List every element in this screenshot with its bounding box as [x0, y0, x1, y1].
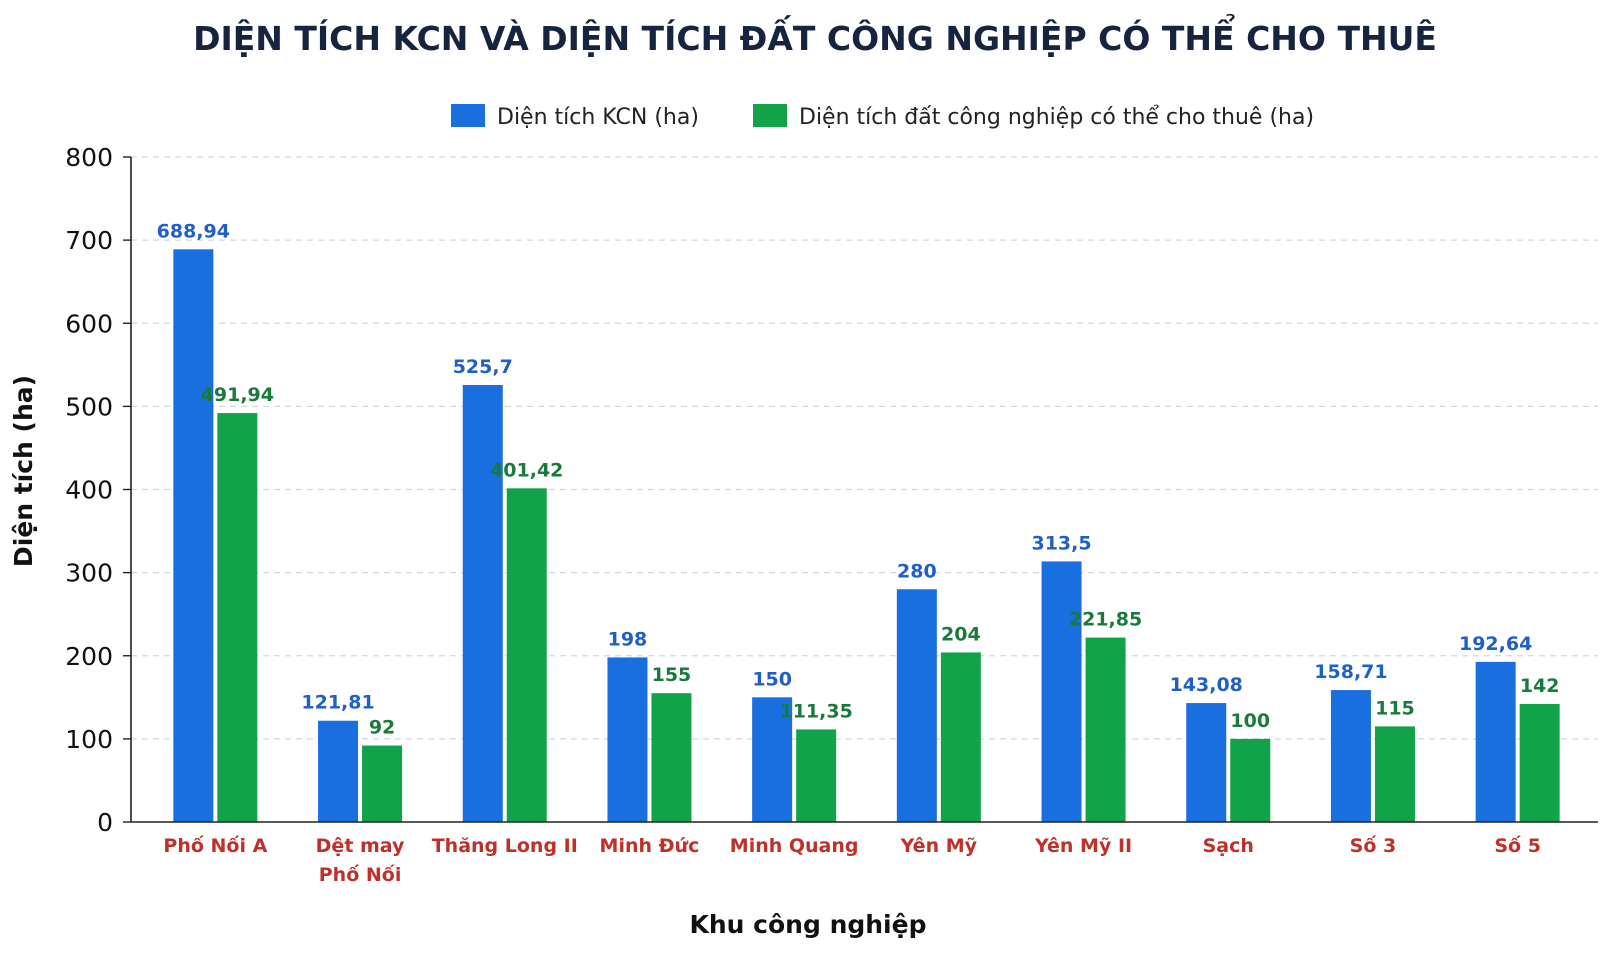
x-tick-label: Phố Nối A: [163, 834, 267, 857]
bar-kcn: [752, 697, 793, 822]
x-tick-label: Phố Nối: [319, 863, 402, 886]
bar-kcn: [607, 657, 648, 822]
data-label-kcn: 198: [608, 628, 648, 650]
bar-kcn: [318, 720, 359, 822]
bar-kcn: [1186, 703, 1227, 822]
y-tick-label: 800: [65, 143, 113, 172]
x-tick-label: Số 5: [1494, 834, 1541, 857]
x-tick-label: Số 3: [1350, 834, 1397, 857]
data-label-rentable: 401,42: [490, 459, 563, 481]
y-axis-label: Diện tích (ha): [9, 375, 38, 567]
bar-rentable: [940, 652, 981, 822]
data-label-kcn: 150: [752, 668, 792, 690]
bar-kcn: [1041, 561, 1082, 822]
y-axis-ticks: 0 100 200 300 400 500 600 700 800: [65, 143, 131, 837]
data-label-kcn: 688,94: [157, 220, 230, 242]
x-tick-label: Minh Đức: [600, 835, 700, 857]
y-tick-label: 500: [65, 392, 113, 421]
bar-rentable: [1519, 703, 1560, 822]
x-axis-label: Khu công nghiệp: [690, 910, 927, 939]
data-label-rentable: 142: [1520, 675, 1560, 697]
y-tick-label: 0: [97, 808, 113, 837]
legend-label-rentable: Diện tích đất công nghiệp có thể cho thu…: [799, 105, 1314, 130]
data-label-rentable: 92: [369, 717, 395, 739]
legend-swatch-rentable: [753, 104, 787, 127]
x-tick-label: Yên Mỹ: [900, 835, 978, 857]
legend: Diện tích KCN (ha) Diện tích đất công ng…: [451, 104, 1314, 130]
bar-rentable: [1230, 738, 1271, 822]
bar-rentable: [362, 745, 403, 822]
y-tick-label: 700: [65, 226, 113, 255]
chart-title: DIỆN TÍCH KCN VÀ DIỆN TÍCH ĐẤT CÔNG NGHI…: [193, 13, 1437, 58]
bar-rentable: [1085, 637, 1126, 822]
data-label-kcn: 121,81: [301, 692, 374, 714]
data-label-kcn: 143,08: [1170, 674, 1243, 696]
data-label-kcn: 158,71: [1314, 661, 1387, 683]
bars: [173, 249, 1560, 823]
bar-rentable: [796, 729, 837, 822]
x-tick-label: Thăng Long II: [432, 835, 578, 857]
data-label-rentable: 204: [941, 623, 981, 645]
x-tick-label: Yên Mỹ II: [1034, 835, 1132, 857]
gridlines: [131, 156, 1598, 740]
x-axis-ticks: Phố Nối A Dệt may Phố Nối Thăng Long II Minh…: [163, 834, 1541, 886]
y-tick-label: 600: [65, 309, 113, 338]
data-label-rentable: 491,94: [201, 384, 274, 406]
bar-kcn: [1330, 690, 1371, 822]
legend-label-kcn: Diện tích KCN (ha): [497, 105, 699, 130]
legend-swatch-kcn: [451, 104, 485, 127]
x-tick-label: Sạch: [1203, 835, 1254, 857]
x-tick-label: Dệt may: [316, 835, 405, 857]
data-label-kcn: 525,7: [453, 356, 513, 378]
data-label-kcn: 192,64: [1459, 633, 1532, 655]
bar-rentable: [506, 488, 547, 822]
bar-kcn: [173, 249, 214, 823]
data-label-rentable: 155: [652, 664, 692, 686]
bar-rentable: [1374, 726, 1415, 822]
data-label-rentable: 100: [1230, 710, 1270, 732]
data-label-rentable: 111,35: [779, 700, 852, 722]
bar-kcn: [462, 385, 503, 822]
bar-kcn: [1475, 661, 1516, 822]
data-label-rentable: 221,85: [1069, 609, 1142, 631]
x-tick-label: Minh Quang: [730, 835, 859, 857]
data-label-kcn: 313,5: [1031, 532, 1091, 554]
data-label-kcn: 280: [897, 560, 937, 582]
bar-rentable: [651, 693, 692, 822]
y-tick-label: 100: [65, 725, 113, 754]
data-label-rentable: 115: [1375, 697, 1415, 719]
bar-kcn: [896, 589, 937, 822]
y-tick-label: 200: [65, 642, 113, 671]
bar-rentable: [217, 413, 258, 822]
y-tick-label: 300: [65, 559, 113, 588]
y-tick-label: 400: [65, 476, 113, 505]
